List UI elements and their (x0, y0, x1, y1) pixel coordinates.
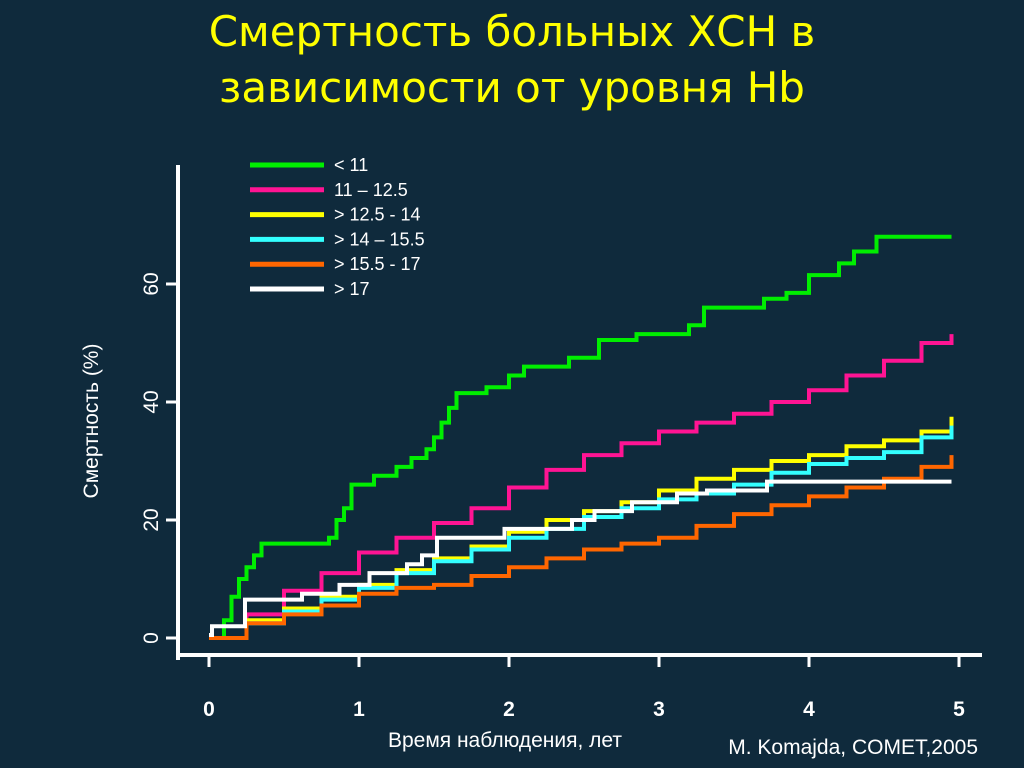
series-line-5 (209, 479, 952, 638)
y-tick-label: 0 (140, 632, 163, 644)
chart-title: Смертность больных ХСН в зависимости от … (0, 4, 1024, 116)
x-tick-label: 1 (353, 698, 365, 721)
x-tick-label: 4 (803, 698, 815, 721)
legend-label-3: > 14 – 15.5 (334, 229, 425, 249)
legend-label-5: > 17 (334, 279, 370, 299)
series-line-1 (209, 334, 954, 640)
y-ticks: 0 20 40 60 (140, 272, 178, 644)
y-tick-label: 20 (140, 508, 163, 531)
series-line-4 (209, 455, 954, 640)
chart-title-line-1: Смертность больных ХСН в (208, 7, 816, 56)
legend-label-0: < 11 (334, 155, 368, 175)
x-tick-label: 2 (503, 698, 515, 721)
series-line-3 (209, 425, 954, 640)
source-citation: M. Komajda, COMET,2005 (728, 736, 978, 759)
chart-title-line-2: зависимости от уровня Hb (219, 63, 805, 112)
y-tick-label: 40 (140, 390, 163, 413)
data-series (209, 234, 954, 640)
legend-label-2: > 12.5 - 14 (334, 205, 421, 225)
series-line-0 (209, 234, 952, 640)
legend-label-1: 11 – 12.5 (334, 180, 408, 200)
legend: < 11 11 – 12.5 > 12.5 - 14 > 14 – 15.5 > 15.… (250, 155, 425, 299)
x-tick-label: 5 (953, 698, 965, 721)
y-tick-label: 60 (140, 272, 163, 295)
chart-axes (176, 165, 982, 660)
x-tick-label: 3 (653, 698, 665, 721)
series-line-2 (209, 416, 954, 640)
y-axis-label: Смертность (%) (80, 344, 103, 499)
legend-label-4: > 15.5 - 17 (334, 254, 421, 274)
x-tick-label: 0 (203, 698, 215, 721)
x-ticks: 0 1 2 3 4 5 (203, 655, 965, 721)
x-axis-label: Время наблюдения, лет (388, 729, 622, 752)
